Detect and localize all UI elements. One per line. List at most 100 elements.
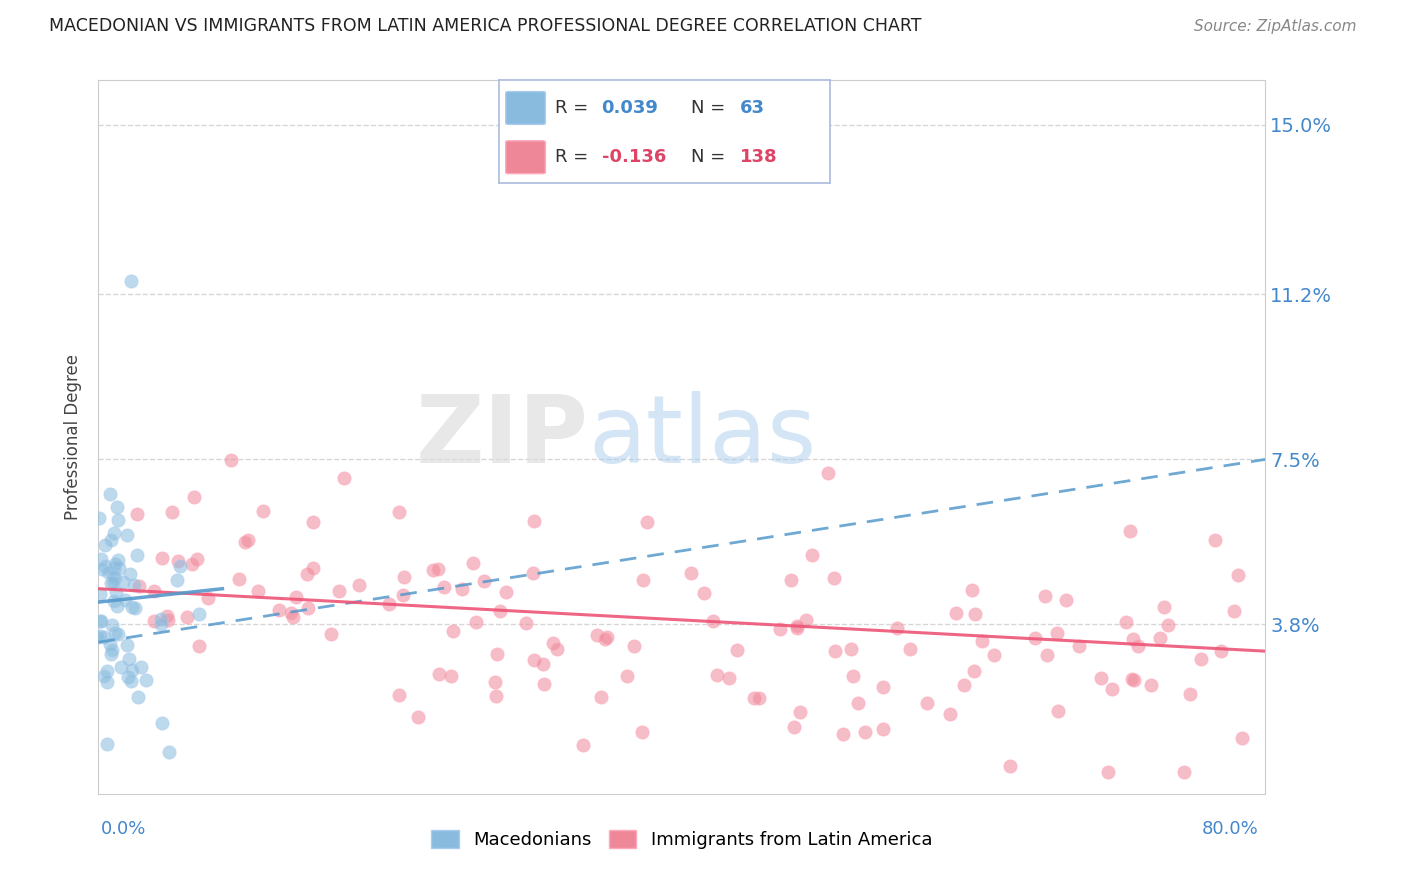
Point <box>107 513 129 527</box>
Text: 0.039: 0.039 <box>602 99 658 117</box>
Text: MACEDONIAN VS IMMIGRANTS FROM LATIN AMERICA PROFESSIONAL DEGREE CORRELATION CHAR: MACEDONIAN VS IMMIGRANTS FROM LATIN AMER… <box>49 17 922 35</box>
Point <box>105 585 128 599</box>
Point <box>183 490 205 504</box>
Point <box>451 582 474 596</box>
Point <box>853 724 876 739</box>
Text: atlas: atlas <box>589 391 817 483</box>
Point <box>1054 593 1077 607</box>
Point <box>150 612 173 626</box>
Point <box>1101 682 1123 697</box>
Point <box>89 629 111 643</box>
Point <box>349 578 371 592</box>
Point <box>917 696 939 710</box>
Text: -0.136: -0.136 <box>602 148 666 166</box>
Point <box>472 574 495 589</box>
Point <box>188 640 211 654</box>
Point <box>97 566 120 580</box>
Point <box>180 558 202 572</box>
Point <box>465 615 488 630</box>
FancyBboxPatch shape <box>506 141 546 174</box>
FancyBboxPatch shape <box>506 92 546 124</box>
Point <box>100 648 122 662</box>
Point <box>128 579 150 593</box>
Point <box>127 690 149 704</box>
Point <box>176 609 198 624</box>
Point <box>702 614 724 628</box>
Point <box>160 505 183 519</box>
Point <box>156 613 179 627</box>
Point <box>801 548 824 562</box>
Point <box>1157 618 1180 632</box>
Point <box>963 664 986 678</box>
Point <box>831 726 853 740</box>
Point <box>972 634 994 648</box>
Point <box>219 452 242 467</box>
Point <box>89 552 111 566</box>
Point <box>572 739 595 753</box>
Point <box>1067 639 1090 653</box>
Point <box>998 758 1021 772</box>
Point <box>101 569 124 583</box>
Text: N =: N = <box>690 148 731 166</box>
Point <box>101 575 124 590</box>
Point <box>1046 704 1069 718</box>
Point <box>281 610 304 624</box>
Point <box>117 638 139 652</box>
Point <box>115 528 138 542</box>
Point <box>630 724 652 739</box>
Point <box>93 559 115 574</box>
Point <box>90 615 112 629</box>
Point <box>441 624 464 638</box>
Point <box>121 663 143 677</box>
Point <box>783 720 806 734</box>
Point <box>100 533 122 548</box>
Point <box>593 632 616 646</box>
Point <box>1126 640 1149 654</box>
Point <box>103 557 125 571</box>
Point <box>228 573 250 587</box>
Text: Source: ZipAtlas.com: Source: ZipAtlas.com <box>1194 20 1357 34</box>
Point <box>1121 672 1143 686</box>
Point <box>93 669 115 683</box>
Point <box>167 554 190 568</box>
Point <box>794 613 817 627</box>
Point <box>1119 524 1142 539</box>
Point <box>388 688 411 702</box>
Point <box>589 690 612 704</box>
Point <box>823 571 845 585</box>
Point <box>1115 615 1137 629</box>
Point <box>596 630 619 644</box>
Point <box>143 614 166 628</box>
Point <box>960 582 983 597</box>
Point <box>586 628 609 642</box>
Legend: Macedonians, Immigrants from Latin America: Macedonians, Immigrants from Latin Ameri… <box>425 822 939 856</box>
Point <box>284 590 307 604</box>
Point <box>378 597 401 611</box>
Point <box>187 607 209 622</box>
Point <box>124 600 146 615</box>
Point <box>485 690 508 704</box>
Point <box>169 558 191 573</box>
Text: R =: R = <box>555 148 595 166</box>
Point <box>1033 589 1056 603</box>
Point <box>302 560 325 574</box>
Point <box>267 603 290 617</box>
Point <box>1046 625 1069 640</box>
Point <box>439 668 461 682</box>
Point <box>91 562 114 576</box>
Point <box>541 636 564 650</box>
Point <box>280 606 302 620</box>
Point <box>1227 567 1250 582</box>
Point <box>872 681 894 695</box>
Point <box>1223 604 1246 618</box>
Point <box>1090 671 1112 685</box>
Point <box>1204 533 1226 548</box>
Point <box>186 551 208 566</box>
Point <box>1149 631 1171 645</box>
Point <box>121 600 143 615</box>
Point <box>1189 652 1212 666</box>
Point <box>117 670 139 684</box>
Point <box>717 671 740 685</box>
Point <box>817 466 839 480</box>
Point <box>114 593 136 607</box>
